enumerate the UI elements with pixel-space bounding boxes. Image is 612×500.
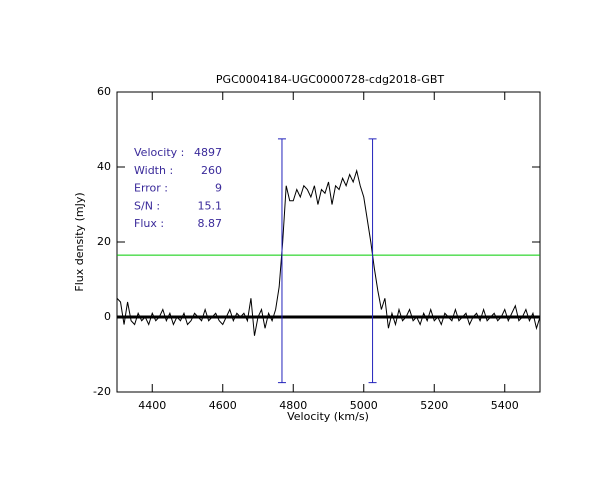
chart-title: PGC0004184-UGC0000728-cdg2018-GBT [216, 73, 444, 86]
annotation-label: S/N : [134, 199, 160, 212]
y-tick-label: 40 [97, 160, 111, 173]
annotation-value: 9 [215, 182, 222, 195]
annotation-label: Velocity : [134, 146, 184, 159]
x-tick-label: 5200 [420, 399, 448, 412]
y-tick-label: -20 [93, 385, 111, 398]
y-tick-label: 0 [104, 310, 111, 323]
annotation-label: Width : [134, 164, 173, 177]
x-tick-label: 5000 [350, 399, 378, 412]
x-axis-label: Velocity (km/s) [287, 410, 369, 423]
annotation-value: 15.1 [198, 199, 223, 212]
y-tick-label: 20 [97, 235, 111, 248]
annotation-label: Error : [134, 182, 168, 195]
x-tick-label: 4800 [279, 399, 307, 412]
y-tick-label: 60 [97, 85, 111, 98]
x-tick-label: 4400 [138, 399, 166, 412]
x-tick-label: 4600 [209, 399, 237, 412]
annotation-label: Flux : [134, 217, 164, 230]
annotation-value: 4897 [194, 146, 222, 159]
annotation-value: 260 [201, 164, 222, 177]
y-axis-label: Flux density (mJy) [73, 192, 86, 291]
spectrum-line [116, 168, 541, 336]
x-tick-label: 5400 [491, 399, 519, 412]
annotation-value: 8.87 [198, 217, 223, 230]
